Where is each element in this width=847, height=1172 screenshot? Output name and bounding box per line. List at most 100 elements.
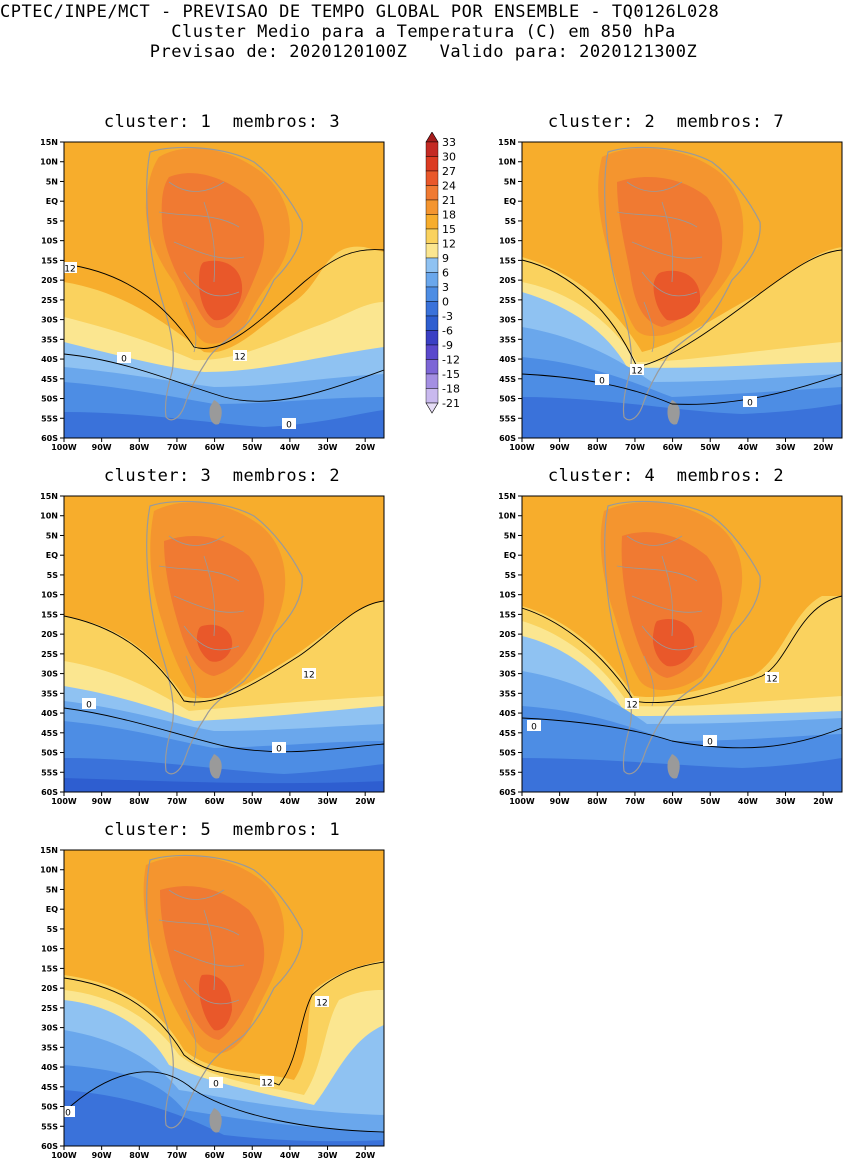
country-border [158, 565, 240, 582]
contour-label: 0 [599, 377, 605, 387]
lon-tick-label: 40W [280, 797, 300, 806]
lon-tick-label: 20W [355, 1151, 375, 1160]
panel-title: cluster: 4 membros: 2 [547, 466, 785, 486]
contour-label: 12 [64, 265, 75, 275]
lon-tick-label: 50W [242, 1151, 262, 1160]
colorbar-label: -21 [442, 397, 460, 410]
lat-tick-label: 5N [46, 885, 58, 894]
map-panel-3: cluster: 3 membros: 2 12 0 0 15N 10N 5N EQ 5S 10… [0, 466, 420, 811]
colorbar-swatch [425, 388, 439, 404]
lon-tick-label: 90W [92, 1151, 112, 1160]
lon-tick-label: 60W [205, 443, 225, 452]
patagonia-islands [209, 754, 222, 779]
lat-tick-label: 15S [499, 610, 516, 619]
lat-tick-label: 60S [41, 434, 58, 443]
colorbar-swatch [425, 257, 439, 273]
lat-tick-label: 30S [41, 670, 58, 679]
contour-0 [64, 707, 384, 753]
lat-tick-label: 15N [498, 492, 516, 501]
contour-0 [64, 1071, 384, 1133]
country-border [158, 919, 240, 936]
lat-tick-label: 45S [41, 729, 58, 738]
contour-0 [64, 353, 384, 402]
colorbar-swatch [425, 272, 439, 288]
map-panel-5: cluster: 5 membros: 1 12 12 0 0 15N 10N 5N EQ 5S… [0, 820, 420, 1160]
contour-label-box [595, 374, 609, 385]
contour-label-box [117, 352, 131, 363]
contour-label: 12 [766, 675, 777, 685]
lat-tick-label: 60S [41, 1142, 58, 1151]
colorbar-swatch [425, 286, 439, 302]
map-frame [63, 849, 385, 1147]
lat-tick-label: 50S [41, 1103, 58, 1112]
lat-tick-label: 55S [41, 768, 58, 777]
lon-tick-label: 30W [318, 797, 338, 806]
header-line-1: CPTEC/INPE/MCT - PREVISAO DE TEMPO GLOBA… [0, 2, 720, 22]
colorbar-label: 30 [442, 151, 456, 164]
patagonia-islands [209, 1108, 222, 1133]
lat-tick-label: EQ [504, 197, 516, 206]
lat-tick-label: EQ [46, 197, 58, 206]
lat-tick-label: 20S [41, 276, 58, 285]
country-border [631, 595, 703, 613]
contour-label-box [209, 1077, 223, 1088]
lon-tick-label: 20W [355, 797, 375, 806]
country-border [616, 211, 698, 228]
lon-tick-label: 50W [242, 797, 262, 806]
lat-tick-label: 20S [499, 276, 516, 285]
colorbar-swatch [425, 214, 439, 230]
lat-tick-label: 40S [41, 709, 58, 718]
contour-label-box [260, 1076, 274, 1087]
colorbar-swatch [425, 185, 439, 201]
contour-label-box [625, 698, 639, 709]
lon-tick-label: 50W [700, 797, 720, 806]
country-border [173, 241, 245, 259]
lon-tick-label: 50W [242, 443, 262, 452]
contour-label-box [527, 720, 541, 731]
country-border [641, 271, 698, 297]
lat-tick-label: 25S [499, 650, 516, 659]
map-panel-1: cluster: 1 membros: 3 12 12 0 0 15N 10N 5N EQ 5S… [0, 112, 420, 457]
lon-tick-label: 70W [625, 443, 645, 452]
lat-tick-label: 10N [498, 158, 516, 167]
lat-tick-label: 15N [40, 492, 58, 501]
country-border [661, 201, 674, 283]
colorbar-label: -9 [442, 339, 453, 352]
colorbar-label: 33 [442, 136, 456, 149]
contour-label-box [233, 350, 247, 361]
lat-tick-label: 15S [41, 964, 58, 973]
map-panel-2: cluster: 2 membros: 7 12 0 0 15N 10N 5N EQ 5S 10… [458, 112, 847, 457]
lat-tick-label: 5S [505, 217, 517, 226]
country-border [183, 625, 240, 651]
contour-label: 0 [86, 701, 92, 711]
lat-tick-label: 25S [499, 296, 516, 305]
lat-tick-label: EQ [46, 905, 58, 914]
contour-12 [522, 595, 842, 704]
panel-title: cluster: 5 membros: 1 [103, 820, 341, 840]
temperature-band [64, 1090, 384, 1146]
temperature-map: 12 12 0 0 15N 10N 5N EQ 5S 10S 15S 20S 25S 30S 35S 40S 4… [40, 138, 385, 452]
lat-tick-label: 5S [505, 571, 517, 580]
country-border [168, 889, 225, 900]
colorbar-label: -3 [442, 310, 453, 323]
lon-tick-label: 70W [167, 443, 187, 452]
temperature-band [64, 778, 384, 792]
temperature-map: 12 12 0 0 15N 10N 5N EQ 5S 10S 15S 20S 25S 30S 35S 40S 4… [40, 846, 385, 1160]
colorbar-swatch [425, 330, 439, 346]
country-border [168, 181, 225, 192]
contour-12 [64, 961, 384, 1086]
lat-tick-label: 55S [41, 414, 58, 423]
lat-tick-label: 30S [499, 316, 516, 325]
country-border [626, 535, 683, 546]
contour-label-box [703, 735, 717, 746]
lon-tick-label: 60W [663, 443, 683, 452]
colorbar-label: -18 [442, 383, 460, 396]
lat-tick-label: 15S [499, 256, 516, 265]
lat-tick-label: 10S [41, 945, 58, 954]
contour-label-box [743, 396, 757, 407]
lat-tick-label: 55S [41, 1122, 58, 1131]
lat-tick-label: 5N [504, 177, 516, 186]
lat-tick-label: 45S [41, 375, 58, 384]
lon-tick-label: 60W [205, 1151, 225, 1160]
